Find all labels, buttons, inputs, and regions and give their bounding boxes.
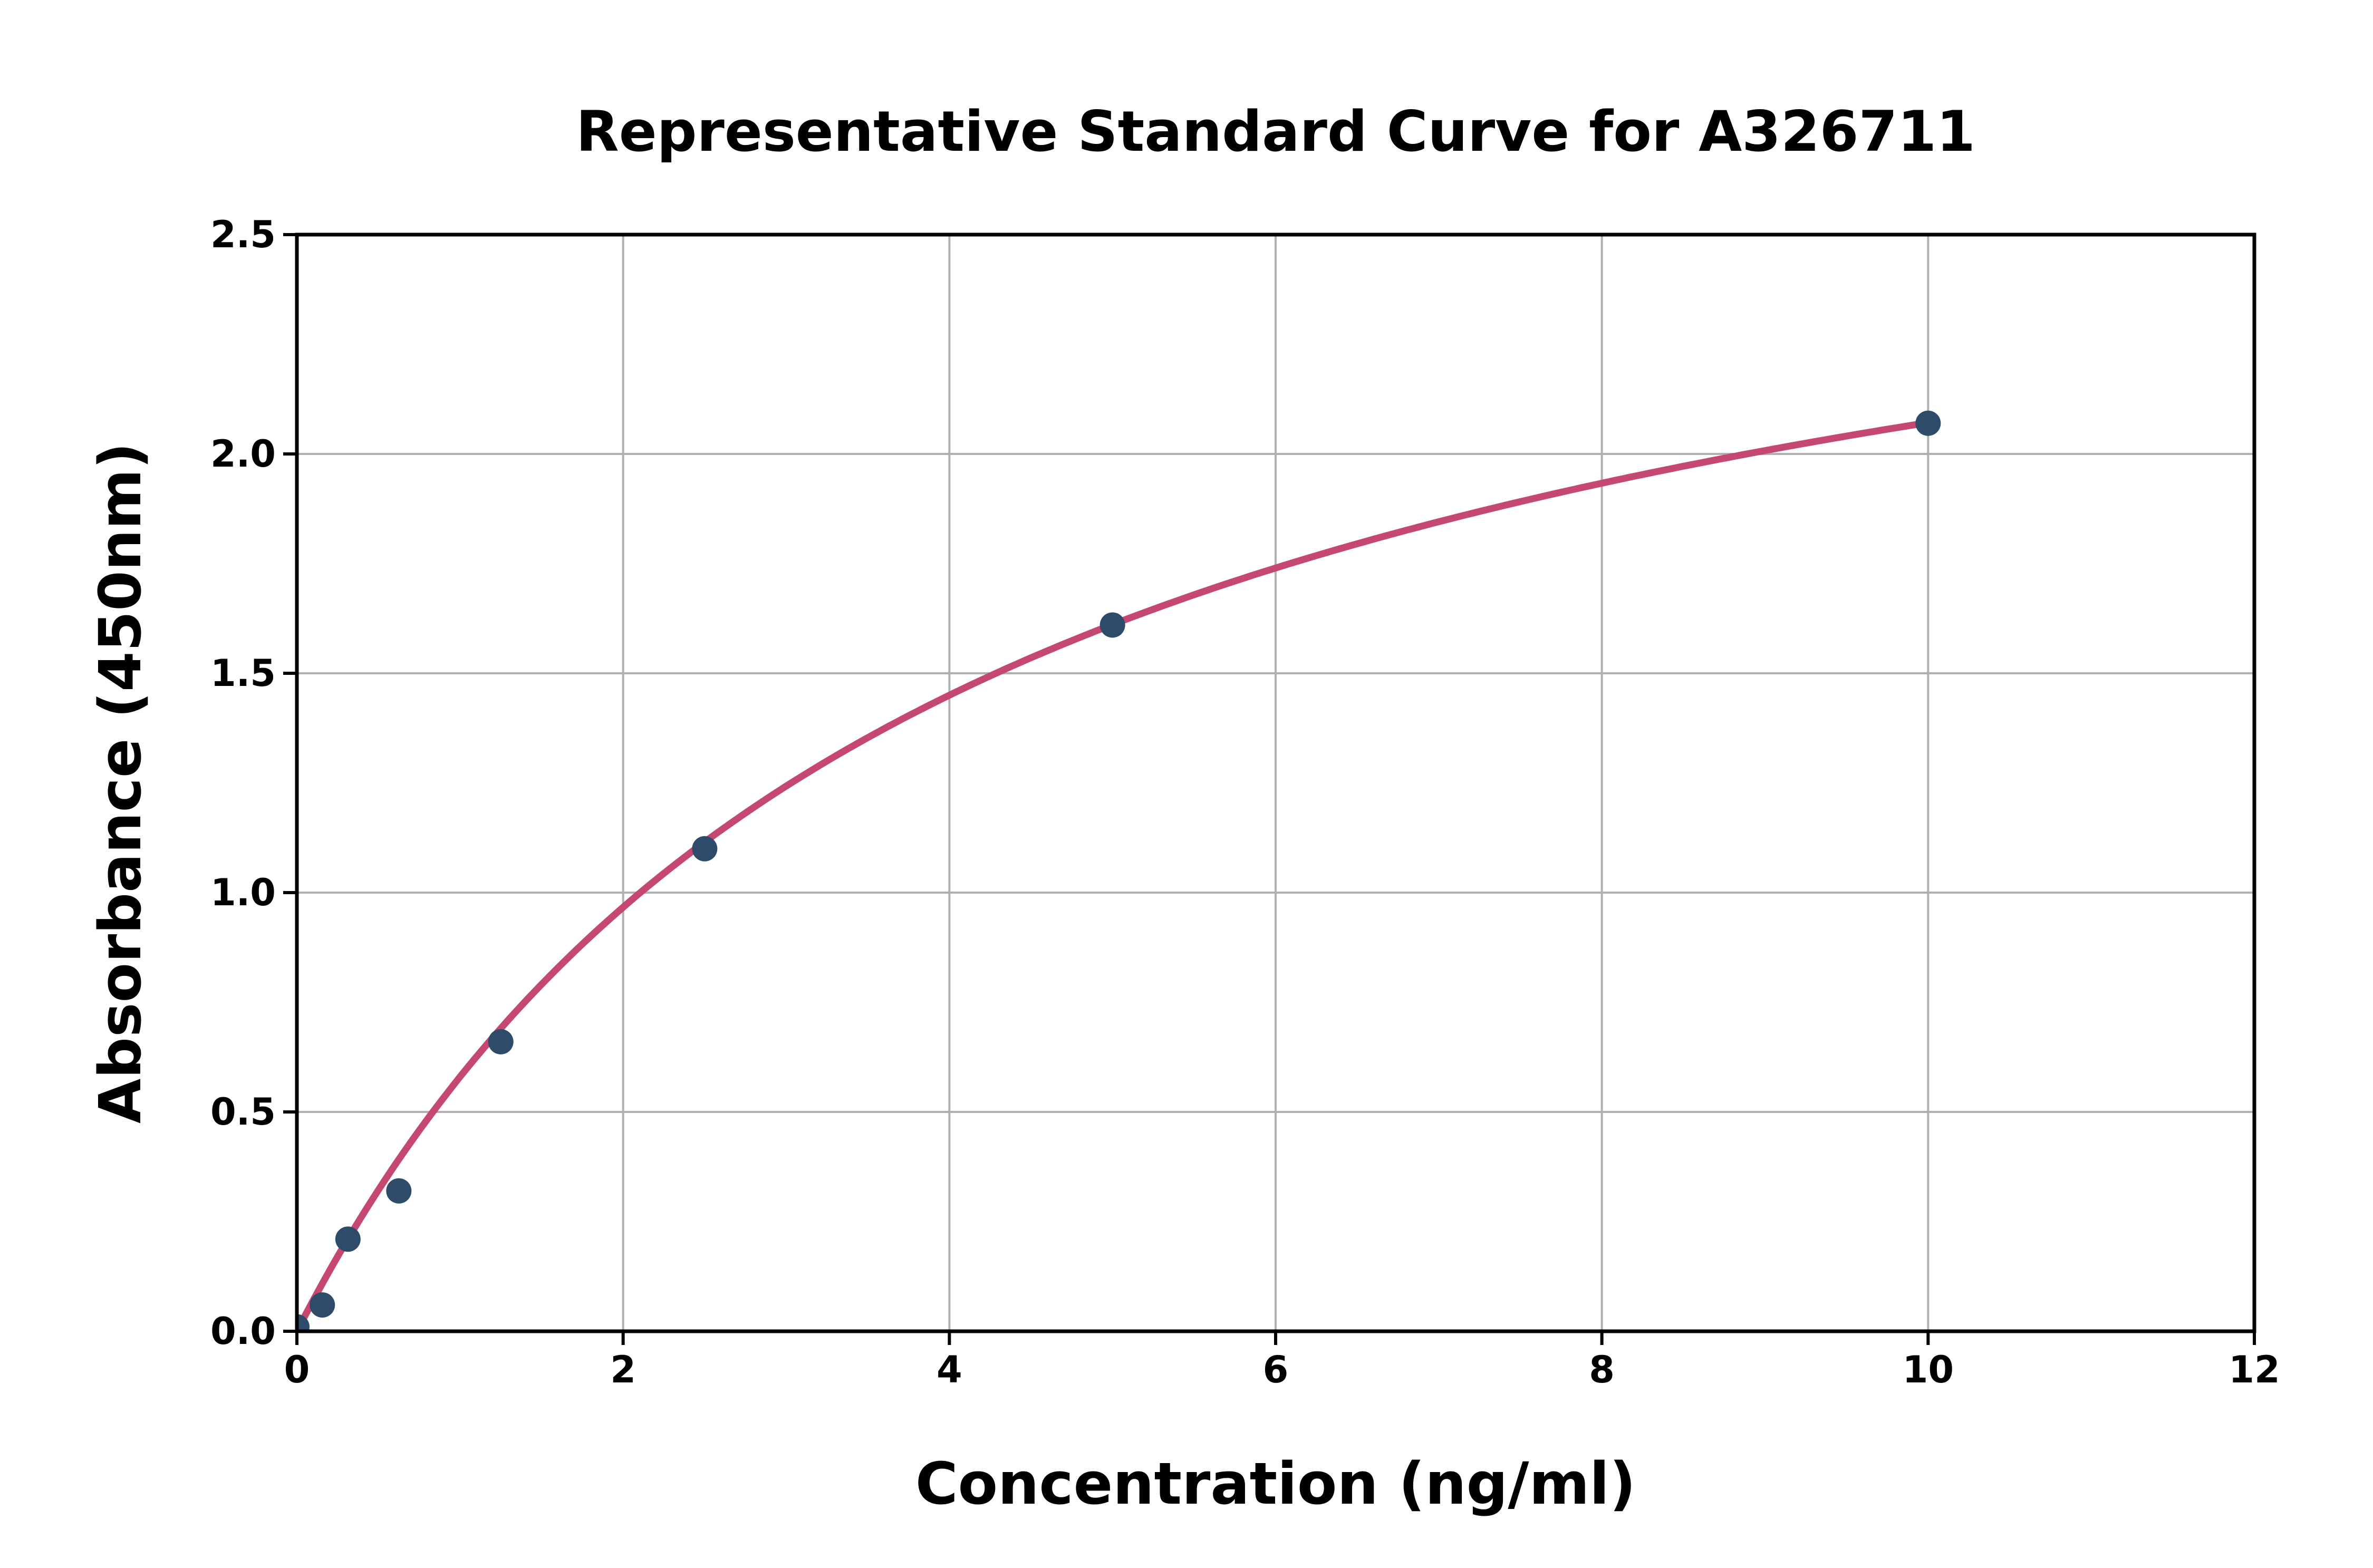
data-point-x0 (297, 1314, 310, 1331)
y-tick-label-1.5: 1.5 (210, 652, 276, 695)
data-point-x5 (1099, 612, 1125, 638)
fit-curve (297, 419, 1932, 1331)
chart-title: Representative Standard Curve for A32671… (576, 99, 1975, 164)
y-tick-label-0.5: 0.5 (210, 1090, 276, 1134)
y-axis-label: Absorbance (450nm) (86, 442, 154, 1124)
x-tick-label-10: 10 (1903, 1348, 1954, 1391)
x-axis-label: Concentration (ng/ml) (915, 1450, 1636, 1517)
x-tick-label-2: 2 (610, 1348, 636, 1391)
y-tick-label-2.0: 2.0 (210, 432, 276, 476)
x-tick-label-0: 0 (284, 1348, 310, 1391)
x-tick-label-12: 12 (2229, 1348, 2280, 1391)
data-point-x10 (1915, 410, 1941, 436)
y-tick-label-2.5: 2.5 (210, 213, 276, 256)
x-tick-label-4: 4 (937, 1348, 962, 1391)
y-tick-label-1.0: 1.0 (210, 871, 276, 914)
data-point-x0.156 (310, 1292, 335, 1318)
y-tick-label-0.0: 0.0 (210, 1310, 276, 1353)
data-point-x1.25 (488, 1029, 514, 1054)
data-point-x0.313 (335, 1226, 361, 1252)
data-point-x0.625 (386, 1178, 412, 1204)
x-tick-label-6: 6 (1263, 1348, 1289, 1391)
data-point-x2.5 (692, 836, 718, 862)
x-tick-label-8: 8 (1589, 1348, 1615, 1391)
